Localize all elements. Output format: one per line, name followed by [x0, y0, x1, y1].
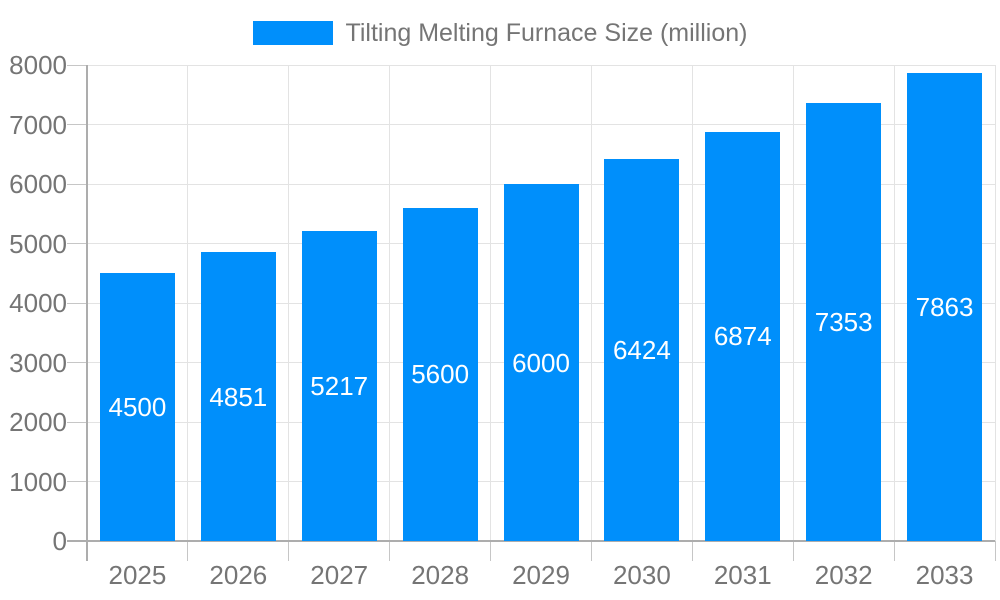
x-gridline — [490, 65, 492, 541]
bar[interactable] — [301, 230, 377, 541]
x-axis-tick-label: 2028 — [411, 560, 470, 590]
x-axis-tick-label: 2027 — [310, 560, 369, 590]
x-gridline — [288, 65, 290, 541]
x-axis-tick-label: 2029 — [512, 560, 570, 590]
y-axis-tick-label: 0 — [52, 526, 67, 556]
bar[interactable] — [402, 207, 478, 541]
x-gridline — [389, 65, 391, 541]
y-axis-tick — [67, 421, 87, 423]
bar[interactable] — [503, 184, 579, 541]
y-axis-tick-label: 6000 — [9, 169, 67, 199]
y-axis-tick — [67, 362, 87, 363]
bar[interactable] — [604, 158, 680, 541]
bar[interactable] — [200, 252, 276, 541]
y-axis-tick-label: 8000 — [9, 50, 67, 80]
y-axis-tick — [67, 124, 87, 125]
x-axis-tick-label: 2030 — [612, 560, 671, 590]
bar[interactable] — [806, 103, 882, 541]
y-axis-tick-label: 4000 — [9, 288, 67, 318]
x-axis-tick — [994, 541, 996, 561]
y-axis-tick — [67, 302, 87, 304]
x-axis-tick-label: 2032 — [814, 560, 873, 590]
x-gridline — [994, 65, 996, 541]
y-axis-tick — [67, 481, 87, 482]
x-axis-tick-label: 2026 — [209, 560, 268, 590]
x-axis-tick — [590, 541, 592, 561]
x-gridline — [590, 65, 592, 541]
x-axis-tick-label: 2025 — [108, 560, 167, 590]
x-axis-tick — [389, 541, 391, 561]
y-gridline — [87, 124, 995, 125]
x-axis-tick — [893, 541, 895, 561]
x-axis-tick-label: 2031 — [713, 560, 772, 590]
x-gridline — [893, 65, 895, 541]
y-axis-tick — [67, 64, 87, 66]
x-gridline — [691, 65, 693, 541]
bar[interactable] — [99, 273, 175, 541]
legend-item[interactable]: Tilting Melting Furnace Size (million) — [0, 15, 1000, 51]
legend-swatch-icon — [252, 21, 333, 45]
y-axis-tick-label: 1000 — [9, 466, 67, 497]
y-axis-tick-label: 3000 — [9, 347, 67, 378]
x-axis-tick-label: 2033 — [915, 560, 974, 590]
x-axis-tick — [187, 541, 189, 561]
y-axis-tick-label: 7000 — [9, 109, 67, 140]
x-axis-tick — [490, 541, 492, 561]
x-gridline — [187, 65, 189, 541]
bar[interactable] — [907, 73, 983, 541]
bar[interactable] — [705, 131, 781, 541]
x-gridline — [792, 65, 794, 541]
y-axis-tick-label: 2000 — [9, 407, 67, 437]
y-axis-tick — [67, 183, 87, 185]
y-axis-tick — [67, 243, 87, 244]
y-axis-tick-label: 5000 — [9, 228, 67, 259]
y-gridline — [87, 64, 995, 66]
x-axis-tick — [792, 541, 794, 561]
x-axis-tick — [288, 541, 290, 561]
y-axis-line — [86, 65, 88, 561]
x-axis-line — [67, 540, 995, 542]
x-axis-tick — [691, 541, 693, 561]
legend-label: Tilting Melting Furnace Size (million) — [345, 18, 748, 47]
